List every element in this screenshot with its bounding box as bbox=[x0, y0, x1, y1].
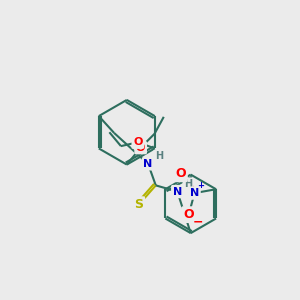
Text: H: H bbox=[155, 151, 163, 161]
Text: N: N bbox=[143, 159, 153, 169]
Text: S: S bbox=[134, 198, 143, 211]
Text: N: N bbox=[173, 187, 182, 196]
Text: −: − bbox=[192, 216, 203, 229]
Text: +: + bbox=[197, 181, 204, 190]
Text: O: O bbox=[183, 208, 194, 221]
Text: O: O bbox=[136, 143, 145, 153]
Text: H: H bbox=[184, 179, 192, 189]
Text: O: O bbox=[133, 137, 142, 147]
Text: O: O bbox=[175, 167, 186, 180]
Text: N: N bbox=[190, 188, 199, 198]
